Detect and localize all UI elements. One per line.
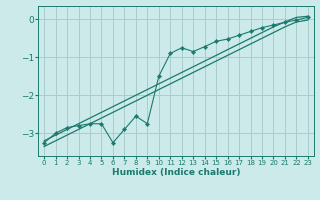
X-axis label: Humidex (Indice chaleur): Humidex (Indice chaleur) [112, 168, 240, 177]
